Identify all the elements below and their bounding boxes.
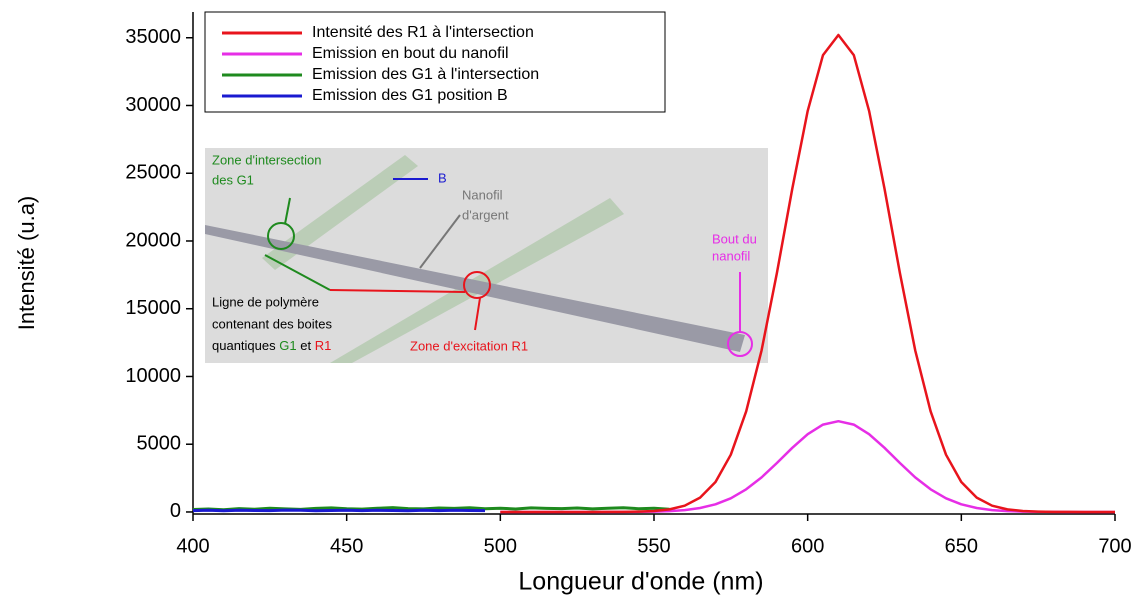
pointer <box>474 297 481 331</box>
x-tick-label: 650 <box>945 535 978 557</box>
y-tick-label: 15000 <box>125 297 181 319</box>
x-tick-label: 400 <box>176 535 209 557</box>
x-tick-label: 550 <box>637 535 670 557</box>
legend-label: Emission des G1 position B <box>312 87 508 104</box>
inset-label: Nanofil <box>462 187 503 202</box>
pointer <box>284 197 291 225</box>
inset-label: contenant des boites <box>212 316 332 331</box>
series-line <box>500 33 1115 514</box>
legend-label: Emission en bout du nanofil <box>312 45 509 62</box>
pointer <box>329 289 466 293</box>
inset-label: Ligne de polymère <box>212 294 319 309</box>
x-tick-label: 700 <box>1098 535 1131 557</box>
inset-label: quantiques G1 et R1 <box>212 338 331 353</box>
pointer <box>264 254 331 291</box>
y-tick-label: 10000 <box>125 365 181 387</box>
y-tick-label: 0 <box>170 500 181 522</box>
marker <box>267 222 295 250</box>
inset-label: d'argent <box>462 207 509 222</box>
marker <box>463 271 491 299</box>
x-axis-label: Longueur d'onde (nm) <box>518 568 763 596</box>
y-tick-label: 35000 <box>125 26 181 48</box>
y-tick-label: 5000 <box>137 433 182 455</box>
inset-label: nanofil <box>712 248 750 263</box>
inset-label: des G1 <box>212 172 254 187</box>
inset-label: Zone d'intersection <box>212 152 321 167</box>
inset-label: Zone d'excitation R1 <box>410 338 528 353</box>
polymer-line <box>262 155 418 270</box>
legend-label: Emission des G1 à l'intersection <box>312 66 539 83</box>
inset-label: Bout du <box>712 231 757 246</box>
y-tick-label: 30000 <box>125 94 181 116</box>
x-tick-label: 600 <box>791 535 824 557</box>
inset-label: G1 <box>279 338 296 353</box>
y-tick-label: 25000 <box>125 162 181 184</box>
legend-label: Intensité des R1 à l'intersection <box>312 24 534 41</box>
inset-label: R1 <box>315 338 332 353</box>
inset-label: et <box>300 338 311 353</box>
nanowire <box>205 225 745 352</box>
y-axis-label: Intensité (u.a) <box>14 196 39 331</box>
inset-label: B <box>438 170 447 185</box>
inset: Zone d'intersection des G1 B Nanofil d'a… <box>205 148 768 363</box>
series-line <box>192 506 670 512</box>
series-line <box>500 419 1115 514</box>
inset-label: quantiques <box>212 338 276 353</box>
x-tick-label: 500 <box>484 535 517 557</box>
series-line <box>192 508 486 513</box>
x-tick-label: 450 <box>330 535 363 557</box>
pointer <box>419 214 461 269</box>
y-tick-label: 20000 <box>125 229 181 251</box>
